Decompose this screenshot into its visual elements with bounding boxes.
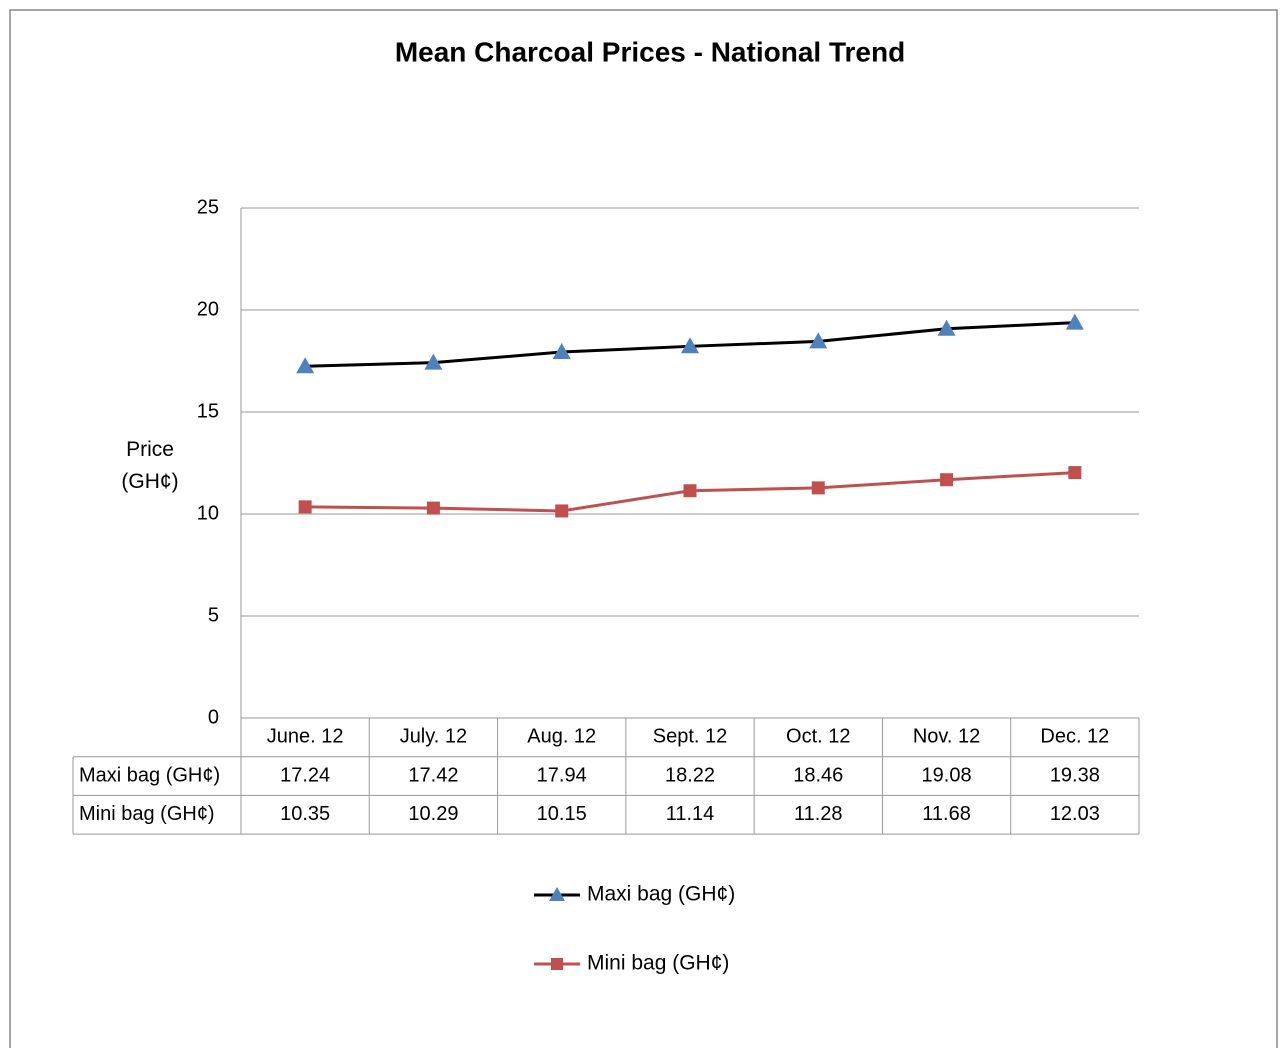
table-cell: 17.24 bbox=[280, 764, 330, 786]
table-cell: 18.46 bbox=[793, 764, 843, 786]
x-tick-label: Sept. 12 bbox=[653, 726, 728, 748]
table-row-label: Maxi bag (GH¢) bbox=[79, 764, 220, 786]
x-tick-label: July. 12 bbox=[400, 726, 467, 748]
table-cell: 11.14 bbox=[666, 803, 715, 825]
marker bbox=[555, 504, 569, 518]
marker bbox=[809, 332, 828, 349]
marker bbox=[552, 343, 571, 360]
x-tick-label: Oct. 12 bbox=[786, 726, 850, 748]
marker bbox=[424, 353, 443, 370]
table-cell: 10.15 bbox=[537, 803, 587, 825]
marker bbox=[681, 337, 699, 354]
chart-title: Mean Charcoal Prices - National Trend bbox=[395, 36, 905, 67]
y-axis-label: Price (GH¢) bbox=[121, 438, 179, 493]
legend-label: Mini bag (GH¢) bbox=[587, 952, 729, 975]
y-tick-label: 10 bbox=[197, 502, 219, 524]
legend-label: Maxi bag (GH¢) bbox=[587, 883, 735, 906]
y-tick-label: 25 bbox=[197, 196, 219, 218]
table-cell: 11.68 bbox=[922, 803, 971, 825]
chart-frame bbox=[9, 9, 1278, 1048]
marker bbox=[426, 501, 440, 515]
y-tick-label: 20 bbox=[197, 298, 219, 320]
marker bbox=[296, 357, 315, 374]
marker bbox=[811, 481, 825, 495]
x-tick-label: Aug. 12 bbox=[527, 726, 596, 748]
marker bbox=[1068, 466, 1082, 480]
y-tick-label: 15 bbox=[197, 400, 219, 422]
table-cell: 19.08 bbox=[922, 764, 972, 786]
marker bbox=[1065, 313, 1084, 330]
legend-marker bbox=[549, 887, 565, 901]
table-cell: 10.35 bbox=[280, 803, 330, 825]
y-tick-label: 5 bbox=[208, 604, 219, 626]
legend-marker bbox=[551, 958, 563, 970]
marker bbox=[683, 484, 697, 498]
marker bbox=[937, 319, 956, 336]
x-tick-label: Dec. 12 bbox=[1040, 726, 1109, 748]
table-cell: 10.29 bbox=[408, 803, 458, 825]
table-cell: 17.42 bbox=[408, 764, 458, 786]
table-row-label: Mini bag (GH¢) bbox=[79, 803, 215, 825]
table-cell: 19.38 bbox=[1050, 764, 1100, 786]
y-tick-label: 0 bbox=[208, 706, 219, 728]
marker bbox=[298, 500, 312, 514]
x-tick-label: Nov. 12 bbox=[913, 726, 980, 748]
marker bbox=[940, 473, 954, 487]
table-cell: 12.03 bbox=[1050, 803, 1100, 825]
table-cell: 11.28 bbox=[794, 803, 843, 825]
x-tick-label: June. 12 bbox=[267, 726, 344, 748]
table-cell: 18.22 bbox=[665, 764, 715, 786]
table-cell: 17.94 bbox=[537, 764, 587, 786]
